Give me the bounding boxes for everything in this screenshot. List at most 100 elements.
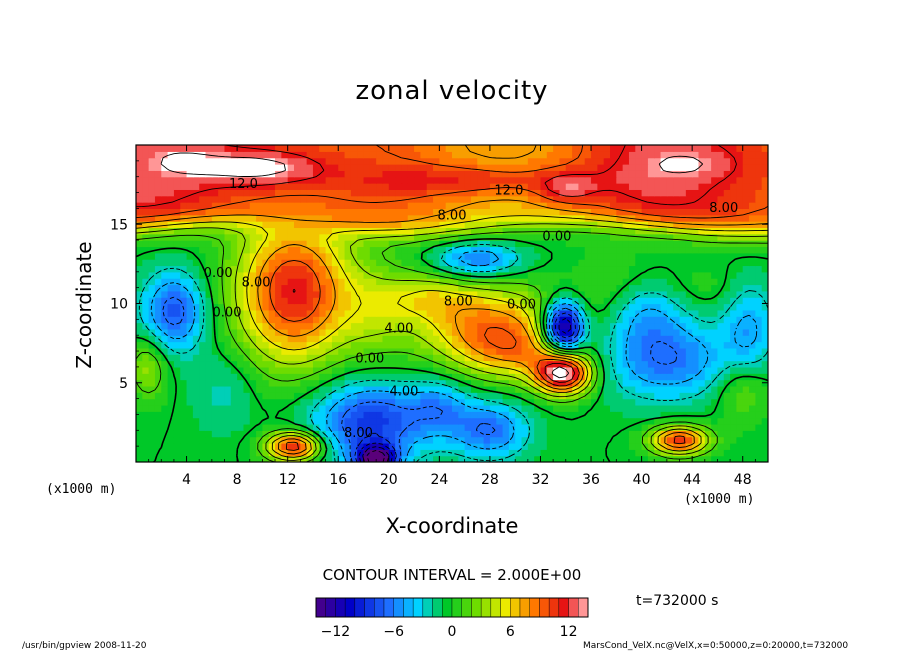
heatmap-cell	[426, 157, 434, 165]
heatmap-cell	[502, 290, 510, 298]
heatmap-cell	[161, 297, 169, 305]
heatmap-cell	[243, 297, 251, 305]
heatmap-cell	[294, 354, 301, 362]
heatmap-cell	[376, 341, 384, 349]
heatmap-cell	[439, 157, 447, 165]
heatmap-cell	[622, 246, 630, 254]
heatmap-cell	[294, 271, 301, 279]
heatmap-cell	[470, 183, 478, 190]
heatmap-cell	[496, 335, 504, 343]
heatmap-cell	[256, 259, 263, 267]
heatmap-cell	[205, 385, 213, 393]
heatmap-cell	[647, 411, 655, 419]
heatmap-cell	[192, 373, 200, 381]
heatmap-cell	[452, 252, 459, 260]
heatmap-cell	[685, 164, 693, 171]
heatmap-cell	[565, 227, 573, 235]
heatmap-cell	[357, 442, 365, 450]
heatmap-cell	[357, 214, 365, 222]
heatmap-cell	[666, 271, 674, 279]
heatmap-cell	[534, 151, 542, 159]
heatmap-cell	[230, 271, 238, 279]
heatmap-cell	[306, 354, 314, 362]
heatmap-cell	[382, 455, 390, 462]
heatmap-cell	[319, 442, 327, 450]
heatmap-cell	[546, 265, 554, 273]
heatmap-cell	[199, 449, 207, 457]
heatmap-cell	[414, 316, 421, 324]
heatmap-cell	[439, 176, 447, 184]
heatmap-cell	[749, 271, 756, 279]
heatmap-cell	[622, 449, 630, 457]
heatmap-cell	[666, 436, 674, 444]
heatmap-cell	[742, 442, 750, 450]
heatmap-cell	[723, 360, 731, 368]
heatmap-cell	[376, 208, 384, 216]
heatmap-cell	[540, 417, 548, 425]
heatmap-cell	[597, 202, 605, 209]
heatmap-cell	[711, 303, 719, 311]
heatmap-cell	[420, 290, 428, 298]
heatmap-cell	[616, 322, 624, 330]
heatmap-cell	[218, 309, 226, 317]
heatmap-cell	[521, 290, 529, 298]
heatmap-cell	[654, 335, 662, 343]
heatmap-cell	[540, 404, 548, 412]
heatmap-cell	[205, 227, 213, 235]
heatmap-cell	[622, 398, 630, 406]
heatmap-cell	[426, 411, 434, 419]
heatmap-cell	[268, 246, 276, 254]
heatmap-cell	[167, 227, 175, 235]
heatmap-cell	[218, 430, 226, 438]
heatmap-cell	[483, 240, 491, 248]
heatmap-cell	[275, 164, 282, 171]
heatmap-cell	[388, 404, 396, 412]
heatmap-cell	[344, 392, 352, 400]
heatmap-cell	[622, 328, 630, 336]
heatmap-cell	[218, 423, 226, 431]
heatmap-cell	[363, 278, 371, 286]
heatmap-cell	[331, 189, 339, 197]
heatmap-cell	[414, 398, 421, 406]
heatmap-cell	[395, 417, 403, 425]
heatmap-cell	[603, 379, 611, 387]
heatmap-cell	[243, 227, 251, 235]
heatmap-cell	[483, 145, 491, 152]
heatmap-cell	[433, 309, 440, 317]
heatmap-cell	[407, 265, 415, 273]
heatmap-cell	[319, 404, 327, 412]
heatmap-cell	[477, 455, 485, 462]
heatmap-cell	[357, 347, 365, 355]
heatmap-cell	[237, 309, 245, 317]
heatmap-cell	[388, 341, 396, 349]
heatmap-cell	[281, 189, 289, 197]
heatmap-cell	[388, 436, 396, 444]
heatmap-cell	[578, 252, 586, 260]
heatmap-cell	[685, 259, 693, 267]
heatmap-cell	[508, 145, 516, 152]
heatmap-cell	[521, 208, 529, 216]
heatmap-cell	[477, 164, 485, 171]
heatmap-cell	[723, 202, 731, 209]
heatmap-cell	[167, 430, 175, 438]
heatmap-cell	[395, 176, 403, 184]
heatmap-cell	[698, 309, 706, 317]
heatmap-cell	[357, 202, 365, 209]
heatmap-cell	[692, 246, 700, 254]
heatmap-cell	[483, 417, 491, 425]
heatmap-cell	[426, 265, 434, 273]
heatmap-cell	[268, 221, 276, 229]
heatmap-cell	[249, 170, 257, 178]
heatmap-cell	[338, 316, 346, 324]
heatmap-cell	[325, 164, 333, 171]
heatmap-cell	[610, 240, 617, 248]
heatmap-cell	[433, 195, 440, 203]
heatmap-cell	[591, 284, 598, 292]
heatmap-cell	[540, 430, 548, 438]
heatmap-cell	[704, 164, 712, 171]
heatmap-cell	[597, 360, 605, 368]
heatmap-cell	[218, 151, 226, 159]
heatmap-cell	[698, 347, 706, 355]
heatmap-cell	[584, 322, 592, 330]
heatmap-cell	[483, 398, 491, 406]
